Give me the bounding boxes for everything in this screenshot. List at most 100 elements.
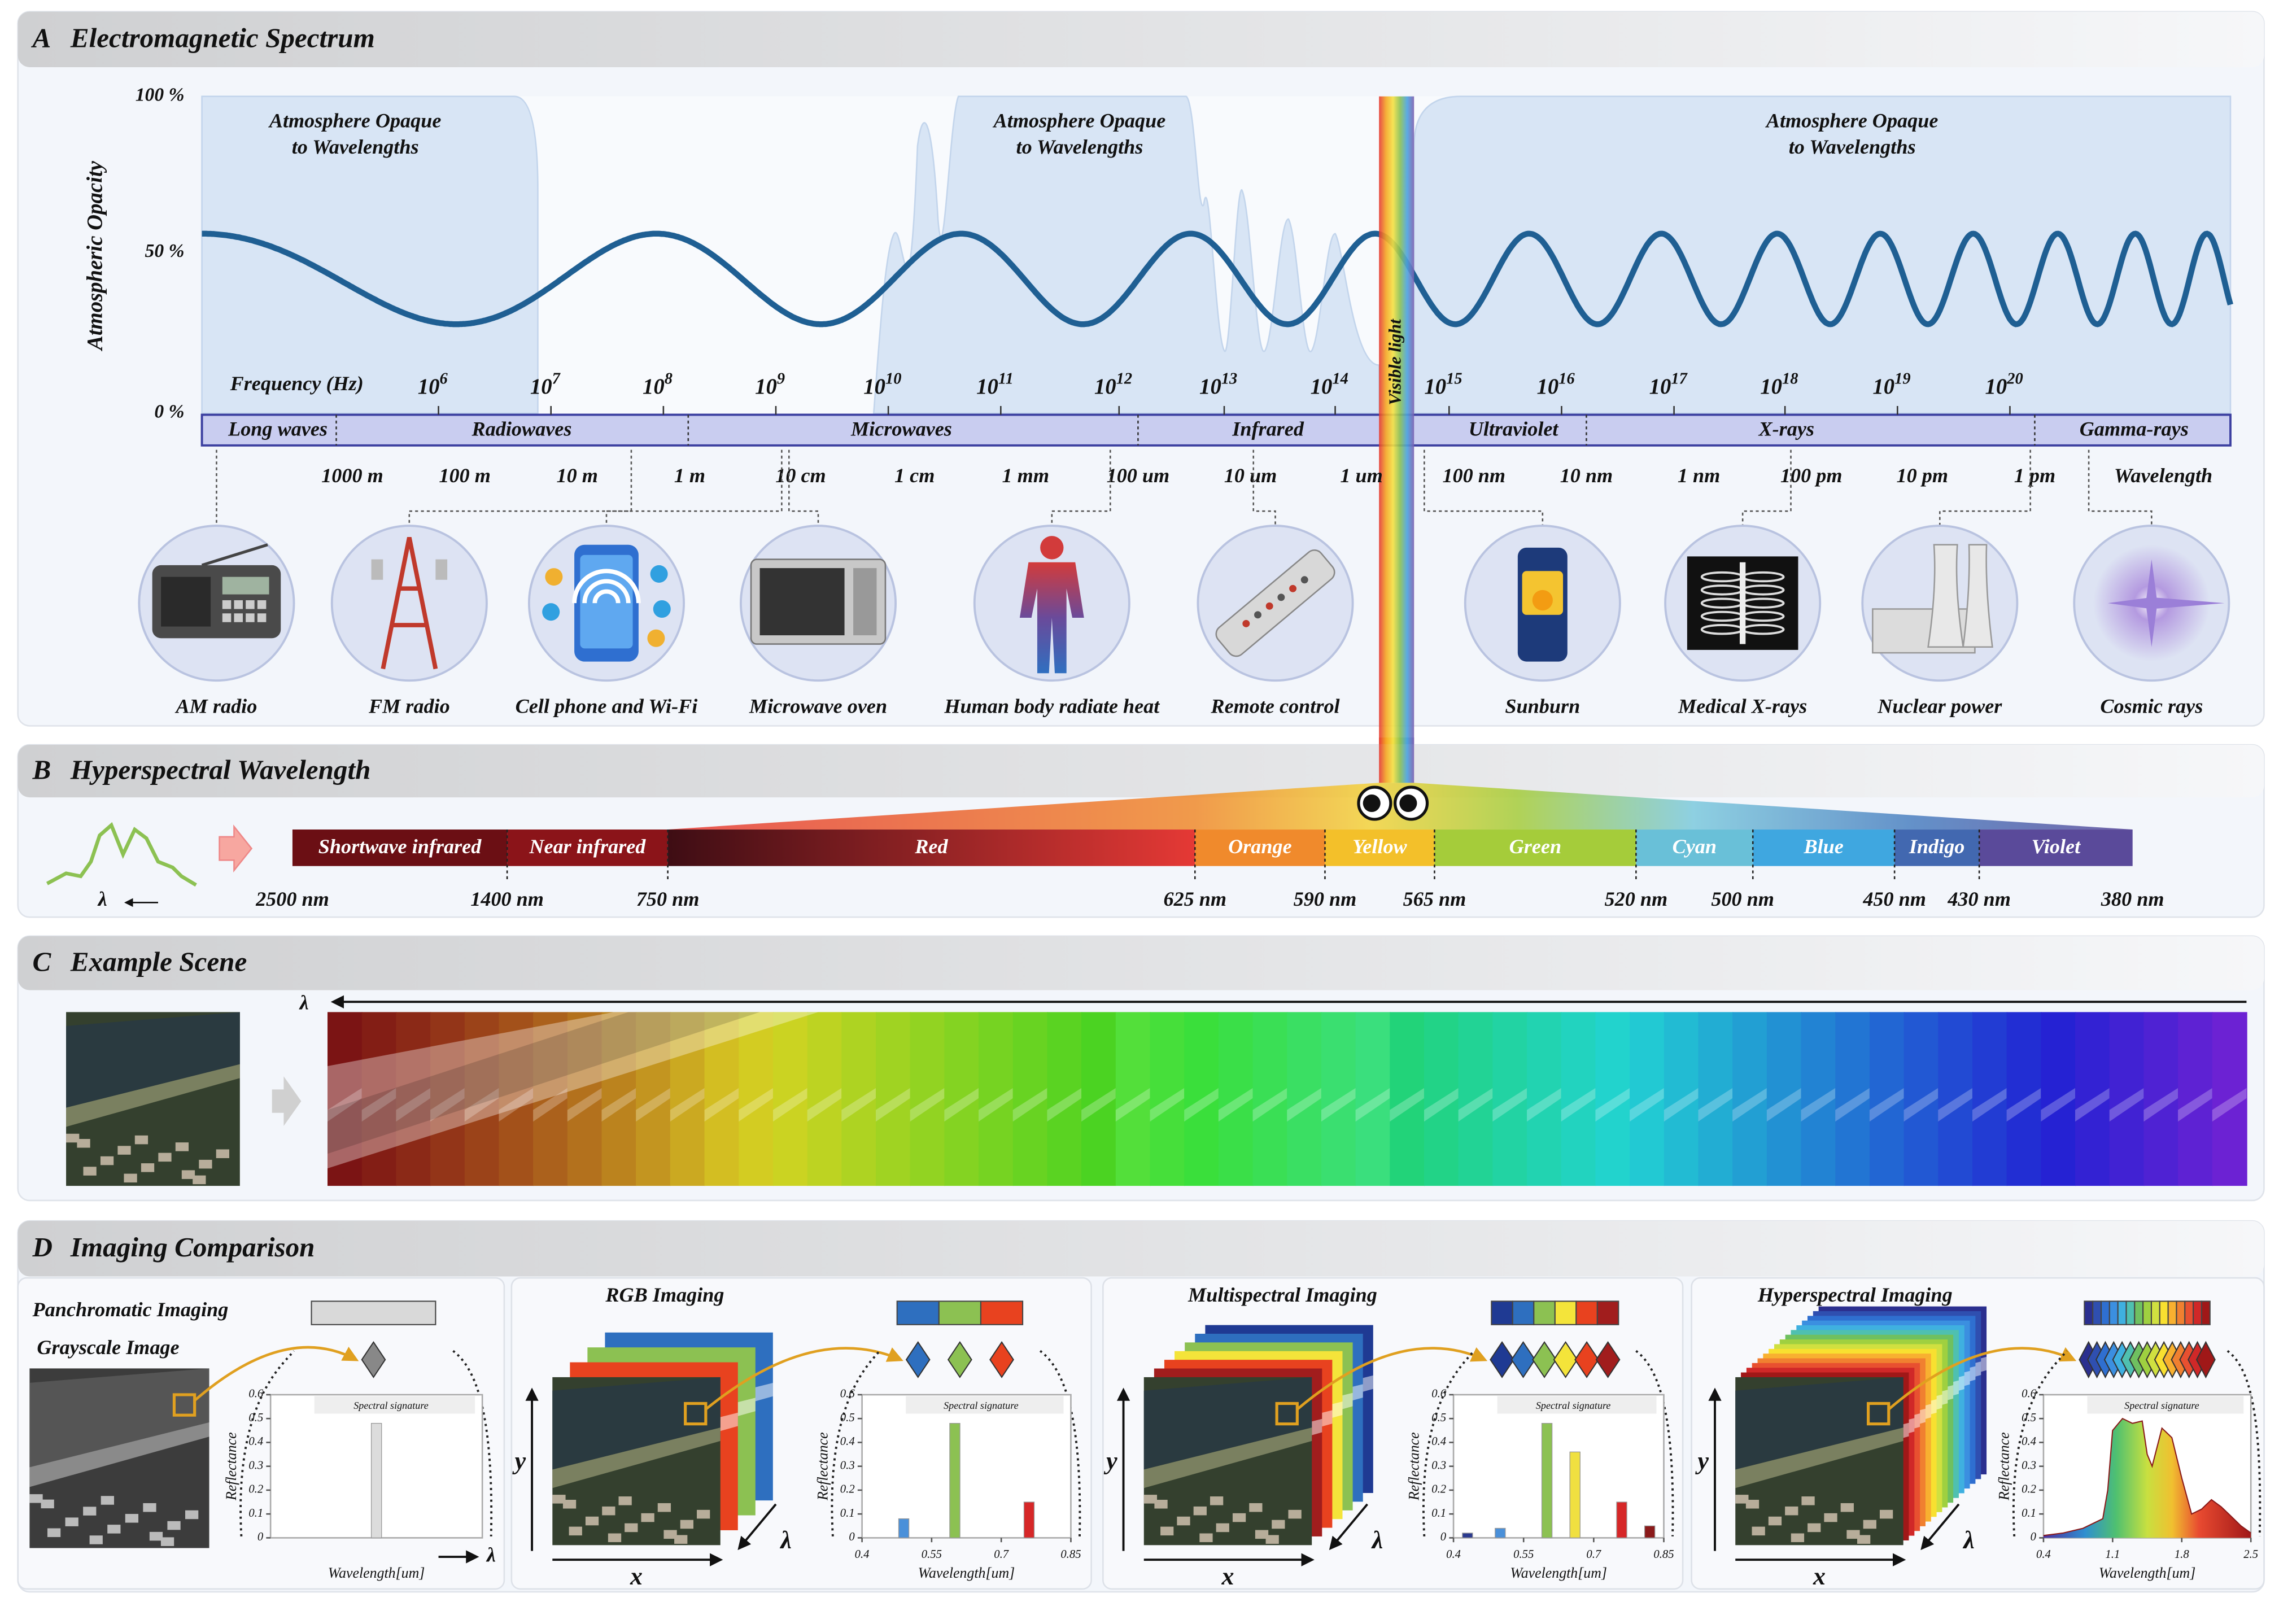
- wavelength-label: 1 mm: [1002, 464, 1049, 487]
- boundary-label: 500 nm: [1711, 888, 1774, 910]
- image-river: [1735, 1377, 1903, 1470]
- band-key: [2167, 1300, 2177, 1325]
- band-slice: [430, 1012, 466, 1186]
- sub-panel-title: Panchromatic Imaging: [32, 1298, 229, 1321]
- satellite-image: [1735, 1377, 1903, 1546]
- y-tick-label: 0.1: [2022, 1507, 2036, 1520]
- section-header: [18, 745, 2264, 798]
- image-bank: [1735, 1427, 1903, 1488]
- section-title: Example Scene: [70, 946, 247, 977]
- connector: [1424, 449, 1544, 526]
- image-lambda-label: λ: [1962, 1526, 1975, 1553]
- slice-texture: [2006, 1088, 2041, 1122]
- icon-part: [1040, 536, 1064, 560]
- image-x-label: x: [630, 1562, 643, 1590]
- image-building: [1808, 1523, 1821, 1533]
- opaque-label: Atmosphere Opaque: [993, 110, 1166, 132]
- y-tick-label: 0 %: [154, 401, 184, 422]
- band-slice: [2178, 1012, 2213, 1186]
- image-building: [149, 1531, 163, 1541]
- satellite-image: [1143, 1377, 1312, 1546]
- section-letter: A: [31, 23, 51, 54]
- image-building: [1745, 1500, 1760, 1509]
- band-key: [2108, 1300, 2119, 1325]
- image-building: [216, 1149, 229, 1158]
- spectrum-area: [2043, 1418, 2251, 1538]
- band-bar: [200, 413, 2232, 447]
- image-building: [1160, 1526, 1174, 1536]
- lambda-label: λ: [299, 992, 309, 1014]
- image-building: [1785, 1506, 1798, 1516]
- scene-texture: [328, 1012, 819, 1169]
- band-slice: [1664, 1012, 1699, 1186]
- image-building: [1199, 1533, 1213, 1543]
- image-building: [134, 1135, 149, 1145]
- image-building: [1216, 1523, 1229, 1533]
- slice-texture: [533, 1088, 567, 1122]
- slice-texture: [396, 1088, 431, 1122]
- icon-part: [257, 600, 267, 609]
- boundary-label: 430 nm: [1947, 888, 2011, 910]
- image-building: [181, 1170, 195, 1179]
- image-y-label: y: [512, 1447, 526, 1475]
- image-building: [143, 1503, 156, 1512]
- image-building: [1752, 1526, 1765, 1536]
- image-building: [1177, 1516, 1190, 1526]
- opaque-label: to Wavelengths: [1016, 136, 1143, 158]
- frequency-exponent: 20: [2006, 370, 2023, 387]
- band-diamond: [1553, 1341, 1578, 1378]
- slice-texture: [1321, 1088, 1356, 1122]
- connector: [788, 449, 819, 526]
- band-slice: [1972, 1012, 2007, 1186]
- frequency-base: 10: [1311, 374, 1333, 399]
- band-label: Near infrared: [529, 835, 646, 858]
- band-diamond: [905, 1341, 931, 1378]
- wavelength-label: 10 nm: [1560, 464, 1613, 487]
- frequency-base: 10: [863, 374, 885, 399]
- slice-texture: [1252, 1088, 1287, 1122]
- slice-texture: [1732, 1088, 1767, 1122]
- frequency-exponent: 11: [998, 370, 1014, 387]
- image-building: [1272, 1520, 1285, 1529]
- image-building: [65, 1517, 78, 1526]
- image-building: [77, 1139, 90, 1148]
- opaque-region: [1413, 95, 2232, 414]
- example-icon: [2093, 544, 2225, 662]
- dotted-arc: [1635, 1350, 1674, 1536]
- example-label: Remote control: [1210, 695, 1339, 718]
- band-slice: [875, 1012, 911, 1186]
- sub-panel-subtitle: Grayscale Image: [37, 1336, 179, 1359]
- frequency-tick-label: 1020: [1985, 370, 2023, 399]
- bar: [370, 1422, 382, 1539]
- image-building: [562, 1500, 577, 1509]
- icon-part: [1242, 619, 1250, 627]
- icon-part: [592, 589, 621, 604]
- band-slice: [1458, 1012, 1494, 1186]
- icon-part: [257, 613, 267, 622]
- opaque-region: [872, 95, 1380, 414]
- wavelength-label: 1 cm: [894, 464, 935, 487]
- image-y-label: y: [1103, 1447, 1117, 1475]
- visible-strip: [1379, 737, 1414, 783]
- y-tick-label: 0.3: [248, 1459, 263, 1472]
- band-label: Ultraviolet: [1469, 417, 1559, 440]
- image-building: [625, 1523, 638, 1533]
- image-building: [117, 1146, 131, 1155]
- y-tick-label: 0.6: [248, 1388, 264, 1400]
- slice-texture: [430, 1088, 465, 1122]
- image-lambda-label: λ: [779, 1526, 792, 1553]
- icon-part: [246, 613, 255, 622]
- slice-texture: [328, 1088, 362, 1122]
- y-tick-label: 0.5: [1431, 1412, 1446, 1424]
- band-diamond: [947, 1341, 972, 1378]
- chart-lambda-label: λ: [486, 1543, 496, 1566]
- chart-x-label: Wavelength[um]: [918, 1565, 1015, 1581]
- dotted-arc: [239, 1350, 295, 1536]
- image-x-label: x: [1221, 1562, 1234, 1590]
- band-key: [2193, 1300, 2202, 1325]
- band-key: [2201, 1300, 2211, 1325]
- slice-texture: [1390, 1088, 1424, 1122]
- band-slice: [328, 1012, 363, 1186]
- slice-texture: [2212, 1088, 2247, 1122]
- satellite-image: [29, 1368, 209, 1548]
